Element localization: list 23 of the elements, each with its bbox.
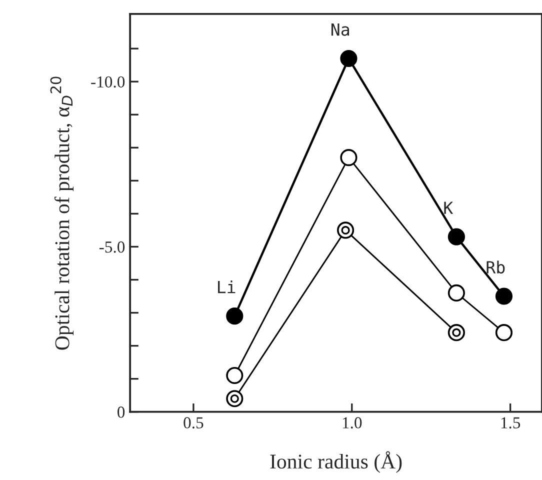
x-tick-label: 0.5 (184, 417, 204, 429)
point (337, 222, 354, 239)
x-tick-label: 1.0 (342, 417, 362, 429)
point (448, 324, 465, 342)
x-tick-label: 1.5 (501, 417, 520, 429)
point (495, 288, 513, 305)
point (448, 228, 465, 246)
y-tick-label: -10.0 (91, 76, 125, 88)
point (226, 366, 244, 384)
annotation: Rb (486, 260, 505, 274)
point (226, 308, 244, 325)
point (226, 390, 244, 408)
point (495, 324, 513, 342)
point (448, 284, 465, 302)
annotation: Na (331, 23, 349, 36)
annotation: K (444, 202, 454, 214)
y-tick-label: 0 (118, 406, 125, 418)
annotation: Li (218, 280, 236, 294)
x-axis-title: Ionic radius (Å) (270, 451, 402, 473)
point (340, 50, 358, 68)
y-tick-label: -5.0 (99, 241, 125, 253)
point (340, 149, 358, 166)
y-axis-title: Optical rotation of product, α$_{D}$$^{20}$ (50, 76, 74, 350)
